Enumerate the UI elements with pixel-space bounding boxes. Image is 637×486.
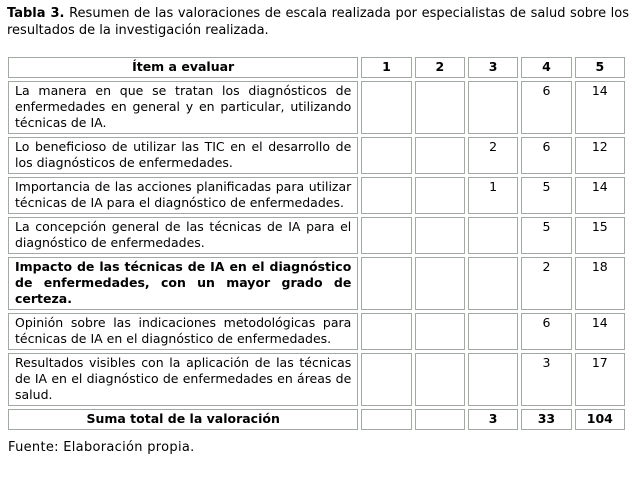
total-value-5: 104 bbox=[574, 409, 625, 430]
table-caption: Tabla 3. Resumen de las valoraciones de … bbox=[7, 5, 629, 39]
value-cell: 14 bbox=[574, 177, 625, 214]
value-cell: 18 bbox=[574, 257, 625, 310]
value-cell bbox=[467, 313, 519, 350]
value-cell bbox=[467, 81, 519, 134]
total-value-1 bbox=[361, 409, 412, 430]
caption-text: Resumen de las valoraciones de escala re… bbox=[7, 6, 630, 38]
total-value-2 bbox=[414, 409, 465, 430]
value-cell bbox=[414, 353, 465, 406]
value-cell bbox=[361, 81, 412, 134]
value-cell: 2 bbox=[521, 257, 572, 310]
total-value-4: 33 bbox=[521, 409, 572, 430]
value-cell bbox=[467, 257, 519, 310]
value-cell bbox=[414, 257, 465, 310]
header-scale-2: 2 bbox=[414, 57, 465, 78]
header-scale-3: 3 bbox=[467, 57, 519, 78]
header-item-label: Ítem a evaluar bbox=[8, 57, 359, 78]
table-row: Impacto de las técnicas de IA en el diag… bbox=[8, 257, 625, 310]
value-cell bbox=[414, 137, 465, 174]
table-body: La manera en que se tratan los diagnósti… bbox=[8, 81, 625, 406]
table-row: La manera en que se tratan los diagnósti… bbox=[8, 81, 625, 134]
table-row: Lo beneficioso de utilizar las TIC en el… bbox=[8, 137, 625, 174]
total-value-3: 3 bbox=[467, 409, 519, 430]
value-cell: 6 bbox=[521, 81, 572, 134]
item-cell: La manera en que se tratan los diagnósti… bbox=[8, 81, 359, 134]
value-cell bbox=[361, 257, 412, 310]
value-cell: 5 bbox=[521, 217, 572, 254]
value-cell: 1 bbox=[467, 177, 519, 214]
item-cell: Resultados visibles con la aplicación de… bbox=[8, 353, 359, 406]
value-cell bbox=[361, 137, 412, 174]
value-cell bbox=[414, 81, 465, 134]
value-cell bbox=[361, 217, 412, 254]
header-scale-4: 4 bbox=[521, 57, 572, 78]
value-cell bbox=[361, 177, 412, 214]
caption-label: Tabla 3. bbox=[7, 6, 65, 21]
value-cell: 3 bbox=[521, 353, 572, 406]
table-row: Opinión sobre las indicaciones metodológ… bbox=[8, 313, 625, 350]
value-cell: 6 bbox=[521, 137, 572, 174]
value-cell bbox=[361, 313, 412, 350]
value-cell: 15 bbox=[574, 217, 625, 254]
source-note: Fuente: Elaboración propia. bbox=[8, 440, 195, 455]
table-row: La concepción general de las técnicas de… bbox=[8, 217, 625, 254]
value-cell bbox=[467, 353, 519, 406]
value-cell: 6 bbox=[521, 313, 572, 350]
ratings-table: Ítem a evaluar 1 2 3 4 5 La manera en qu… bbox=[5, 54, 628, 433]
total-row: Suma total de la valoración 3 33 104 bbox=[8, 409, 625, 430]
item-cell: Lo beneficioso de utilizar las TIC en el… bbox=[8, 137, 359, 174]
value-cell bbox=[467, 217, 519, 254]
item-cell: Opinión sobre las indicaciones metodológ… bbox=[8, 313, 359, 350]
table-row: Resultados visibles con la aplicación de… bbox=[8, 353, 625, 406]
value-cell bbox=[414, 217, 465, 254]
table-row: Importancia de las acciones planificadas… bbox=[8, 177, 625, 214]
value-cell: 5 bbox=[521, 177, 572, 214]
value-cell: 14 bbox=[574, 313, 625, 350]
value-cell bbox=[414, 177, 465, 214]
value-cell: 2 bbox=[467, 137, 519, 174]
header-row: Ítem a evaluar 1 2 3 4 5 bbox=[8, 57, 625, 78]
item-cell: Impacto de las técnicas de IA en el diag… bbox=[8, 257, 359, 310]
item-cell: Importancia de las acciones planificadas… bbox=[8, 177, 359, 214]
value-cell: 12 bbox=[574, 137, 625, 174]
header-scale-1: 1 bbox=[361, 57, 412, 78]
total-label: Suma total de la valoración bbox=[8, 409, 359, 430]
value-cell: 14 bbox=[574, 81, 625, 134]
item-cell: La concepción general de las técnicas de… bbox=[8, 217, 359, 254]
header-scale-5: 5 bbox=[574, 57, 625, 78]
value-cell bbox=[414, 313, 465, 350]
value-cell: 17 bbox=[574, 353, 625, 406]
value-cell bbox=[361, 353, 412, 406]
